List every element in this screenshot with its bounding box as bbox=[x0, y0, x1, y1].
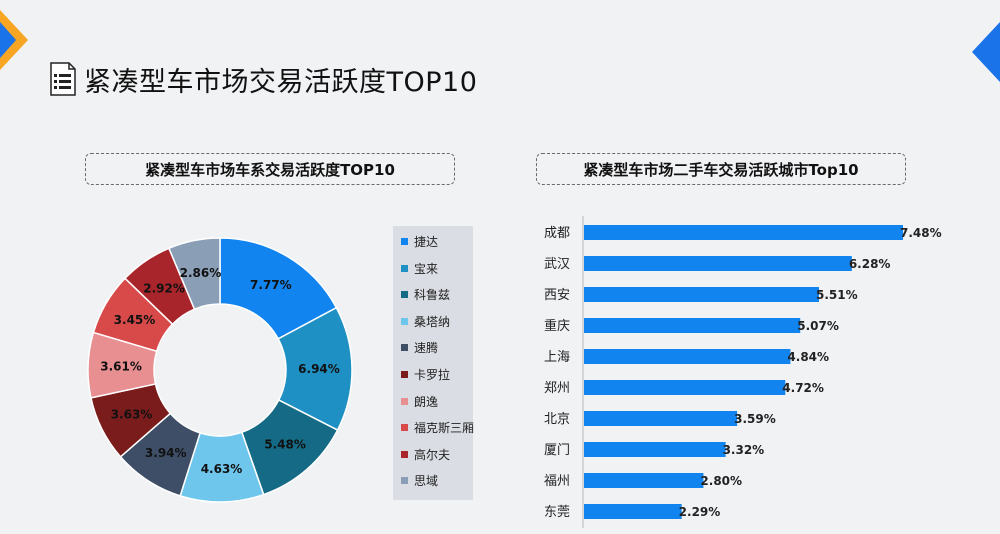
donut-legend: 捷达宝来科鲁兹桑塔纳速腾卡罗拉朗逸福克斯三厢高尔夫思域 bbox=[393, 226, 474, 500]
donut-chart: 7.77% 6.94% 5.48% 4.63% 3.94% 3.63% 3.61% 3.45%… bbox=[87, 237, 353, 503]
legend-swatch bbox=[401, 450, 408, 458]
bar bbox=[584, 504, 682, 519]
legend-item: 福克斯三厢 bbox=[401, 419, 474, 436]
category-label: 郑州 bbox=[544, 381, 570, 396]
slice-value-label: 3.63% bbox=[111, 407, 153, 421]
bar bbox=[584, 473, 704, 488]
category-label: 福州 bbox=[544, 474, 570, 489]
slice-value-label: 7.77% bbox=[250, 278, 292, 292]
legend-label: 福克斯三厢 bbox=[414, 421, 475, 436]
legend-swatch bbox=[401, 291, 408, 299]
category-label: 重庆 bbox=[544, 318, 570, 334]
legend-item: 科鲁兹 bbox=[401, 286, 450, 303]
bar bbox=[584, 411, 738, 426]
legend-item: 朗逸 bbox=[401, 393, 438, 410]
corner-decoration-left bbox=[0, 10, 28, 70]
legend-label: 捷达 bbox=[414, 235, 439, 249]
page-title: 紧凑型车市场交易活跃度TOP10 bbox=[84, 67, 478, 98]
bar bbox=[584, 256, 852, 271]
bar bbox=[584, 318, 801, 333]
legend-swatch bbox=[401, 371, 408, 378]
bar bbox=[584, 287, 819, 302]
legend-item: 高尔夫 bbox=[401, 446, 450, 463]
legend-label: 速腾 bbox=[414, 341, 439, 356]
donut-slice bbox=[167, 237, 221, 311]
category-label: 厦门 bbox=[544, 443, 570, 458]
category-label: 东莞 bbox=[544, 505, 570, 520]
legend-swatch bbox=[401, 344, 408, 352]
legend-label: 桑塔纳 bbox=[414, 314, 451, 329]
slice-value-label: 5.48% bbox=[264, 438, 306, 452]
slice-value-label: 2.86% bbox=[180, 266, 222, 280]
bar-value-label: 5.07% bbox=[797, 319, 839, 333]
legend-label: 科鲁兹 bbox=[414, 288, 451, 303]
bar-value-label: 4.84% bbox=[787, 350, 829, 364]
donut-chart-title: 紧凑型车市场车系交易活跃度TOP10 bbox=[85, 153, 455, 185]
legend-swatch bbox=[401, 477, 408, 485]
category-label: 西安 bbox=[544, 288, 570, 303]
legend-swatch bbox=[401, 424, 408, 432]
legend-item: 思域 bbox=[401, 472, 438, 489]
slice-value-label: 2.92% bbox=[143, 281, 185, 295]
legend-label: 朗逸 bbox=[414, 394, 439, 409]
legend-item: 速腾 bbox=[401, 339, 438, 356]
legend-swatch bbox=[401, 264, 408, 272]
legend-item: 宝来 bbox=[401, 260, 438, 277]
bar bbox=[584, 380, 786, 395]
bar-value-label: 6.28% bbox=[849, 257, 891, 271]
legend-item: 卡罗拉 bbox=[401, 366, 450, 383]
legend-item: 捷达 bbox=[401, 233, 438, 250]
bar-value-label: 2.29% bbox=[679, 505, 721, 519]
slice-value-label: 6.94% bbox=[298, 362, 340, 376]
legend-item: 桑塔纳 bbox=[401, 313, 450, 330]
bar-value-label: 4.72% bbox=[782, 381, 824, 395]
bar bbox=[584, 442, 726, 457]
legend-label: 卡罗拉 bbox=[414, 368, 451, 382]
corner-decoration-right bbox=[972, 22, 1000, 82]
legend-swatch bbox=[401, 317, 408, 325]
document-list-icon bbox=[50, 62, 76, 96]
bar-value-label: 2.80% bbox=[700, 474, 742, 488]
bar-chart-title: 紧凑型车市场二手车交易活跃城市Top10 bbox=[536, 153, 906, 185]
slice-value-label: 3.45% bbox=[114, 313, 156, 327]
category-label: 成都 bbox=[544, 226, 570, 241]
bar-value-label: 3.59% bbox=[734, 412, 776, 426]
bar bbox=[584, 225, 903, 240]
legend-swatch bbox=[401, 397, 408, 405]
legend-label: 宝来 bbox=[414, 261, 439, 276]
bar-value-label: 5.51% bbox=[816, 288, 858, 302]
legend-label: 思域 bbox=[414, 474, 439, 489]
category-label: 上海 bbox=[544, 350, 570, 365]
category-label: 北京 bbox=[544, 412, 570, 427]
bar-chart: 成都 7.48% 武汉 6.28% 西安 5.51% 重庆 5.07% 上海 4.84% 郑州 4.7… bbox=[544, 216, 942, 528]
slice-value-label: 4.63% bbox=[201, 462, 243, 476]
bar-value-label: 3.32% bbox=[723, 443, 765, 457]
category-label: 武汉 bbox=[544, 257, 570, 272]
slice-value-label: 3.94% bbox=[145, 446, 187, 460]
bar-value-label: 7.48% bbox=[900, 226, 942, 240]
slice-value-label: 3.61% bbox=[100, 359, 142, 373]
bar bbox=[584, 349, 791, 364]
legend-label: 高尔夫 bbox=[414, 447, 451, 462]
legend-swatch bbox=[401, 238, 408, 245]
